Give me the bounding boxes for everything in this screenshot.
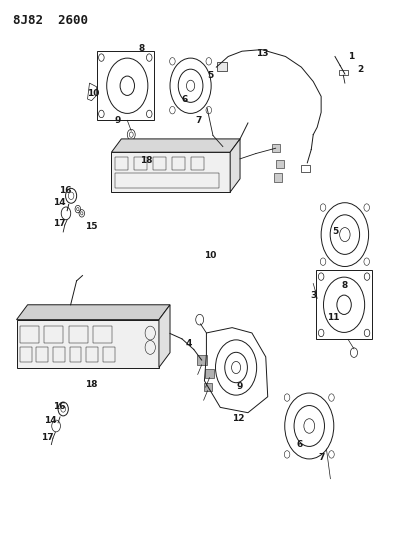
- Bar: [96, 51, 154, 120]
- Text: 17: 17: [53, 220, 66, 229]
- Text: 14: 14: [53, 198, 66, 207]
- Text: 13: 13: [256, 50, 268, 58]
- Text: 16: 16: [59, 186, 71, 195]
- Bar: [17, 320, 159, 368]
- Text: 2: 2: [358, 66, 364, 74]
- Polygon shape: [230, 139, 240, 192]
- Bar: [197, 356, 206, 365]
- Bar: [53, 348, 65, 362]
- Text: 18: 18: [140, 156, 152, 165]
- Text: 7: 7: [195, 116, 202, 125]
- Bar: [218, 62, 227, 71]
- Bar: [191, 157, 204, 170]
- Bar: [20, 348, 31, 362]
- Polygon shape: [159, 305, 170, 368]
- Text: 15: 15: [85, 222, 98, 231]
- Polygon shape: [112, 139, 240, 152]
- Text: 16: 16: [53, 402, 66, 411]
- Text: 3: 3: [310, 291, 316, 300]
- Text: 5: 5: [207, 70, 214, 79]
- Bar: [152, 157, 166, 170]
- Bar: [205, 369, 214, 377]
- Polygon shape: [17, 305, 170, 320]
- Text: 11: 11: [327, 312, 339, 321]
- Text: 9: 9: [114, 116, 121, 125]
- Bar: [112, 152, 230, 192]
- Bar: [115, 157, 129, 170]
- Bar: [69, 326, 88, 343]
- Text: 10: 10: [87, 89, 100, 98]
- Bar: [86, 348, 98, 362]
- Bar: [172, 157, 185, 170]
- Bar: [20, 326, 39, 343]
- Text: 14: 14: [44, 416, 56, 425]
- Text: 1: 1: [348, 52, 354, 61]
- Text: 12: 12: [232, 414, 244, 423]
- Text: 10: 10: [204, 252, 216, 260]
- Text: 18: 18: [85, 380, 98, 389]
- Text: 9: 9: [237, 382, 243, 391]
- Bar: [276, 160, 284, 168]
- Bar: [274, 173, 282, 182]
- Bar: [339, 70, 348, 75]
- Bar: [272, 144, 280, 152]
- Text: 8: 8: [138, 44, 144, 53]
- Bar: [316, 270, 372, 340]
- Text: 6: 6: [296, 440, 303, 449]
- Bar: [103, 348, 115, 362]
- Bar: [301, 165, 310, 172]
- Text: 17: 17: [41, 433, 54, 442]
- Bar: [93, 326, 112, 343]
- Bar: [36, 348, 48, 362]
- Bar: [69, 348, 81, 362]
- Text: 4: 4: [185, 339, 192, 348]
- Bar: [134, 157, 147, 170]
- Bar: [44, 326, 63, 343]
- Text: 8: 8: [342, 280, 348, 289]
- Text: 8J82  2600: 8J82 2600: [13, 14, 88, 27]
- Text: 7: 7: [318, 454, 324, 463]
- Bar: [204, 383, 212, 391]
- Text: 6: 6: [181, 94, 188, 103]
- Text: 5: 5: [332, 228, 338, 237]
- Bar: [115, 173, 219, 188]
